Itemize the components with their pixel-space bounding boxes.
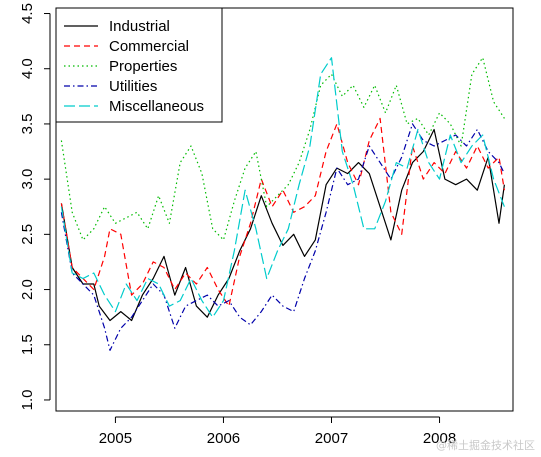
legend-label: Commercial (109, 38, 189, 55)
x-tick-label: 2008 (423, 430, 456, 447)
x-tick-label: 2006 (207, 430, 240, 447)
y-tick-label: 3.0 (19, 169, 36, 190)
legend-label: Utilities (109, 78, 157, 95)
plot-frame (55, 7, 514, 412)
series-line-utilities (60, 123, 505, 351)
legend-label: Miscellaneous (109, 98, 204, 115)
x-tick-label: 2007 (315, 430, 348, 447)
y-tick-label: 2.5 (19, 224, 36, 245)
series-line-industrial (60, 128, 505, 322)
x-axis: 2005 2006 2007 2008 (99, 416, 456, 447)
legend-label: Properties (109, 58, 177, 75)
y-tick-label: 4.0 (19, 58, 36, 79)
y-axis: 1.0 1.5 2.0 2.5 3.0 3.5 4.0 4.5 (19, 3, 51, 411)
series-layer (60, 57, 505, 351)
legend-label: Industrial (109, 18, 170, 35)
watermark: @稀土掘金技术社区 (436, 439, 535, 452)
y-tick-label: 3.5 (19, 114, 36, 135)
legend: Industrial Commercial Properties Utilities M… (55, 7, 223, 123)
series-line-miscellaneous (60, 57, 505, 318)
legend-box (55, 7, 223, 123)
y-tick-label: 2.0 (19, 279, 36, 300)
x-tick-label: 2005 (99, 430, 132, 447)
series-line-commercial (60, 117, 505, 307)
y-tick-label: 1.5 (19, 334, 36, 355)
y-tick-label: 4.5 (19, 3, 36, 24)
y-tick-label: 1.0 (19, 390, 36, 411)
